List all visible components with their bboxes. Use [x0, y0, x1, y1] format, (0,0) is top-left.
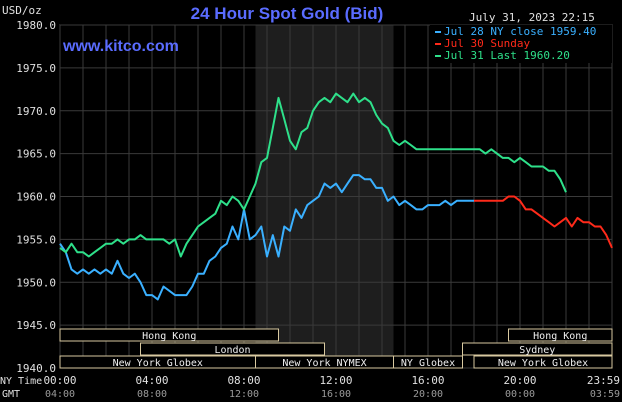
y-tick-label: 1940.0: [16, 362, 56, 375]
x-axis-label-gmt: GMT: [2, 389, 20, 400]
x-tick-labels: 00:00 04:00 08:00 12:00 16:00 20:00 23:59 04:00…: [43, 374, 620, 400]
session-label: NY Globex: [401, 358, 455, 369]
legend-entry: Jul 30 Sunday: [444, 37, 530, 50]
x-tick-label-ny: 16:00: [411, 374, 444, 387]
x-axis-label-ny: NY Time: [0, 376, 42, 387]
x-tick-label-ny: 12:00: [319, 374, 352, 387]
x-tick-label-gmt: 03:59: [590, 389, 620, 400]
series-line: [59, 92, 567, 258]
x-tick-label-ny: 20:00: [503, 374, 536, 387]
trading-sessions: Hong Kong Hong Kong London Sydney New York G…: [59, 328, 613, 369]
session-box: [140, 342, 325, 356]
x-tick-label-ny: 04:00: [135, 374, 168, 387]
chart-timestamp: July 31, 2023 22:15: [469, 11, 595, 24]
session-box: [462, 342, 613, 356]
chart-title: 24 Hour Spot Gold (Bid): [191, 4, 384, 23]
x-tick-label-gmt: 04:00: [45, 389, 75, 400]
series-line: [59, 174, 474, 301]
y-tick-label: 1970.0: [16, 105, 56, 118]
y-tick-labels: 1940.0 1945.0 1950.0 1955.0 1960.0 1965.0 1970…: [16, 19, 56, 375]
x-tick-label-gmt: 12:00: [229, 389, 259, 400]
session-label: New York Globex: [498, 358, 588, 369]
watermark: www.kitco.com: [62, 38, 179, 55]
y-tick-label: 1980.0: [16, 19, 56, 32]
x-tick-label-gmt: 08:00: [137, 389, 167, 400]
session-box: [473, 355, 613, 369]
x-tick-label-ny: 08:00: [227, 374, 260, 387]
series-line: [474, 195, 613, 249]
x-tick-label-gmt: 00:00: [505, 389, 535, 400]
session-box: [393, 355, 463, 369]
session-label: London: [214, 345, 250, 356]
y-tick-label: 1955.0: [16, 233, 56, 246]
y-tick-label: 1945.0: [16, 319, 56, 332]
legend-box: [430, 25, 612, 63]
series-lines: [59, 92, 613, 301]
x-tick-label-ny: 00:00: [43, 374, 76, 387]
session-label: New York Globex: [113, 358, 203, 369]
session-label: Hong Kong: [533, 331, 587, 342]
x-tick-label-ny: 23:59: [587, 374, 620, 387]
y-tick-label: 1960.0: [16, 191, 56, 204]
x-tick-label-gmt: 16:00: [321, 389, 351, 400]
x-tick-label-gmt: 20:00: [413, 389, 443, 400]
legend-entry: Jul 28 NY close 1959.40: [444, 25, 596, 38]
session-box: [59, 328, 279, 342]
session-label: New York NYMEX: [282, 358, 366, 369]
y-tick-label: 1950.0: [16, 276, 56, 289]
session-label: Hong Kong: [142, 331, 196, 342]
y-tick-label: 1975.0: [16, 62, 56, 75]
y-axis-label: USD/oz: [2, 4, 42, 17]
legend-entry: Jul 31 Last 1960.20: [444, 49, 570, 62]
session-box: [508, 328, 613, 342]
y-tick-label: 1965.0: [16, 148, 56, 161]
session-label: Sydney: [519, 345, 555, 356]
